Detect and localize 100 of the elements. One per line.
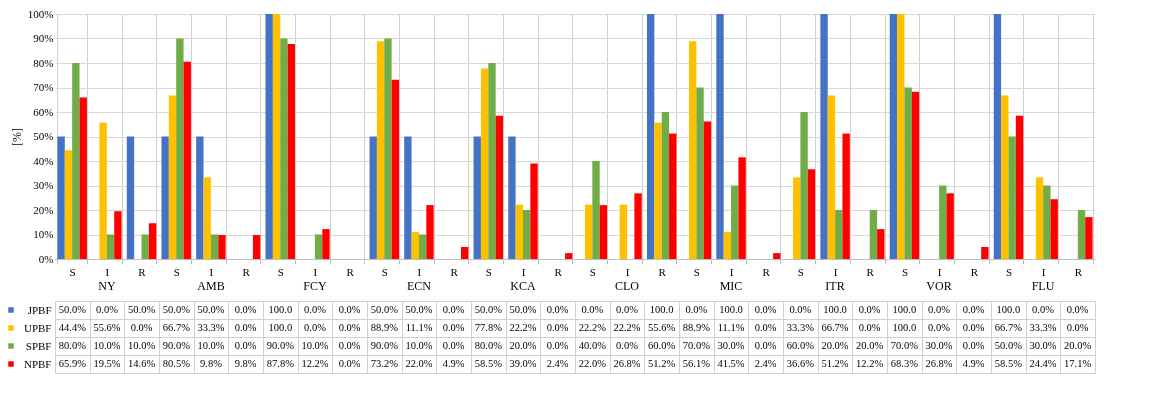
bar xyxy=(210,234,219,259)
bar xyxy=(488,63,496,259)
bar xyxy=(654,122,662,259)
y-tick-label: 50% xyxy=(33,130,54,142)
data-label: 88.9% xyxy=(370,322,399,333)
data-label: 87.8% xyxy=(266,358,295,369)
data-label: 41.5% xyxy=(717,358,745,369)
data-label: 0.0% xyxy=(928,322,951,333)
data-label: 9.8% xyxy=(234,358,257,369)
data-label: 50.0% xyxy=(162,304,191,315)
bar xyxy=(461,246,469,259)
x-tick-label: I xyxy=(521,265,526,278)
data-label: 2.4% xyxy=(754,358,777,369)
bar xyxy=(703,121,712,259)
x-tick-label: S xyxy=(797,265,804,278)
bar xyxy=(807,169,816,259)
x-tick-label: S xyxy=(693,265,700,278)
data-label: 0.0% xyxy=(338,358,361,369)
bar xyxy=(265,14,273,259)
data-label: 50.0% xyxy=(509,304,537,315)
bar xyxy=(411,231,419,259)
bar xyxy=(773,253,781,259)
y-tick-label: 40% xyxy=(33,154,54,167)
x-tick-label: S xyxy=(69,265,76,278)
bar xyxy=(203,177,211,259)
data-label: 0.0% xyxy=(442,340,465,351)
bar xyxy=(1015,115,1024,259)
data-label: 0.0% xyxy=(616,304,639,315)
data-label: 40.0% xyxy=(578,340,607,351)
bar xyxy=(993,14,1002,259)
data-label: 39.0% xyxy=(509,358,537,369)
data-label: 11.1% xyxy=(717,322,745,333)
data-label: 0.0% xyxy=(685,304,708,315)
data-label: 22.0% xyxy=(578,358,607,369)
bar xyxy=(218,234,226,259)
data-label: 22.0% xyxy=(405,358,433,369)
data-label: 58.5% xyxy=(994,358,1023,369)
data-label: 51.2% xyxy=(821,358,849,369)
bar xyxy=(1035,177,1044,259)
bar xyxy=(183,61,191,259)
legend-label: NPBF xyxy=(23,357,52,370)
text: MIC xyxy=(719,279,743,293)
bar xyxy=(696,87,704,259)
bar xyxy=(689,41,697,259)
bar xyxy=(877,229,885,259)
bar xyxy=(669,133,677,259)
data-label: 100.0 xyxy=(649,304,674,315)
bar xyxy=(646,14,655,259)
data-label: 58.5% xyxy=(474,358,503,369)
bar xyxy=(716,14,724,259)
bar xyxy=(376,41,385,259)
bar xyxy=(981,246,989,259)
bar xyxy=(99,122,107,259)
data-label: 70.0% xyxy=(890,340,919,351)
data-label: 66.7% xyxy=(821,322,849,333)
data-label: 0.0% xyxy=(754,340,777,351)
x-tick-label: S xyxy=(485,265,492,278)
data-label: 70.0% xyxy=(682,340,711,351)
text: FCY xyxy=(303,279,328,293)
data-label: 0.0% xyxy=(754,322,777,333)
data-label: 33.3% xyxy=(197,322,225,333)
data-label: 0.0% xyxy=(858,322,881,333)
data-label: 0.0% xyxy=(962,304,985,315)
y-tick-label: 90% xyxy=(33,32,54,44)
bar xyxy=(1043,185,1051,259)
data-label: 68.3% xyxy=(890,358,919,369)
bar xyxy=(176,38,184,259)
bar xyxy=(196,136,204,259)
data-label: 14.6% xyxy=(128,358,156,369)
text: KCA xyxy=(510,279,536,293)
bar xyxy=(322,229,330,259)
x-tick-label: I xyxy=(313,265,318,278)
bar xyxy=(79,97,87,259)
data-label: 0.0% xyxy=(616,340,639,351)
data-label: 0.0% xyxy=(962,340,985,351)
data-label: 100.0 xyxy=(823,304,847,315)
data-label: 26.8% xyxy=(613,358,641,369)
y-tick-label: 60% xyxy=(33,105,54,118)
data-label: 66.7% xyxy=(994,322,1023,333)
x-tick-label: R xyxy=(658,265,667,278)
bar xyxy=(619,204,628,259)
data-label: 33.3% xyxy=(786,322,815,333)
bar xyxy=(252,234,261,259)
bar xyxy=(599,205,608,259)
data-label: 33.3% xyxy=(1029,322,1057,333)
data-label: 50.0% xyxy=(197,304,225,315)
data-label: 24.4% xyxy=(1029,358,1057,369)
bar xyxy=(904,87,912,259)
x-tick-label: S xyxy=(173,265,180,278)
bar xyxy=(473,136,481,259)
data-label: 0.0% xyxy=(442,322,465,333)
x-tick-label: I xyxy=(1041,265,1046,278)
data-label: 10.0% xyxy=(405,340,433,351)
y-tick-label: 70% xyxy=(33,81,54,93)
data-label: 0.0% xyxy=(442,304,465,315)
data-label: 100.0 xyxy=(719,304,743,315)
x-tick-label: I xyxy=(209,265,214,278)
data-label: 0.0% xyxy=(338,340,361,351)
data-label: 10.0% xyxy=(197,340,225,351)
x-tick-label: I xyxy=(417,265,422,278)
